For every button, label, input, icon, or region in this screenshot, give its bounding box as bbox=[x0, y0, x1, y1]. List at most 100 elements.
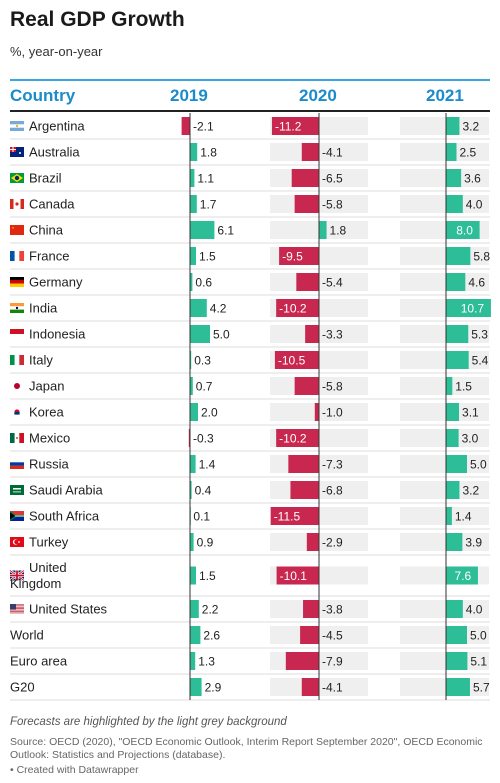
value-label-2021-brazil: 3.6 bbox=[464, 172, 481, 186]
bar-2021-germany bbox=[446, 273, 466, 291]
value-label-2019-g20: 2.9 bbox=[205, 681, 222, 695]
value-label-2019-turkey: 0.9 bbox=[197, 536, 214, 550]
bar-2020-australia bbox=[301, 143, 319, 161]
value-label-2019-united-states: 2.2 bbox=[202, 603, 219, 617]
bar-2020-euro-area bbox=[285, 652, 319, 670]
value-label-2019-united-kingdom: 1.5 bbox=[199, 569, 216, 583]
bar-2021-brazil bbox=[446, 169, 462, 187]
value-label-2019-germany: 0.6 bbox=[195, 276, 212, 290]
value-label-2019-euro-area: 1.3 bbox=[198, 655, 215, 669]
germany-flag-icon bbox=[10, 277, 24, 287]
country-label-korea: Korea bbox=[29, 405, 64, 420]
forecast-cell-bg bbox=[400, 533, 489, 551]
value-label-2021-saudi-arabia: 3.2 bbox=[462, 484, 479, 498]
turkey-flag-icon bbox=[10, 537, 24, 547]
value-label-2019-japan: 0.7 bbox=[196, 380, 213, 394]
country-label-russia: Russia bbox=[29, 457, 70, 472]
country-label-euro-area: Euro area bbox=[10, 654, 68, 669]
forecast-cell-bg bbox=[400, 195, 489, 213]
value-label-2020-japan: -5.8 bbox=[322, 380, 343, 394]
bar-2019-germany bbox=[190, 273, 193, 291]
value-label-2020-g20: -4.1 bbox=[322, 681, 343, 695]
bar-2019-france bbox=[190, 247, 196, 265]
united-states-flag-icon bbox=[10, 604, 24, 614]
bar-2019-brazil bbox=[190, 169, 195, 187]
chart-title: Real GDP Growth bbox=[10, 8, 185, 31]
bar-2020-canada bbox=[294, 195, 319, 213]
country-label-japan: Japan bbox=[29, 379, 64, 394]
value-label-2019-italy: 0.3 bbox=[194, 354, 211, 368]
bar-2021-france bbox=[446, 247, 471, 265]
south-africa-flag-icon bbox=[10, 511, 24, 521]
bar-2020-brazil bbox=[291, 169, 319, 187]
bar-2021-india bbox=[446, 299, 491, 317]
bar-2020-united-kingdom bbox=[276, 566, 319, 585]
bar-2020-china bbox=[319, 221, 327, 239]
country-label-south-africa: South Africa bbox=[29, 509, 100, 524]
value-label-2019-china: 6.1 bbox=[217, 224, 234, 238]
bar-2019-world bbox=[190, 626, 201, 644]
bar-2021-australia bbox=[446, 143, 457, 161]
value-label-2019-russia: 1.4 bbox=[199, 458, 216, 472]
bar-2019-g20 bbox=[190, 678, 202, 696]
bar-2021-united-kingdom bbox=[446, 566, 478, 585]
header-country: Country bbox=[10, 86, 76, 105]
bar-2021-canada bbox=[446, 195, 463, 213]
value-label-2021-korea: 3.1 bbox=[462, 406, 479, 420]
france-flag-icon bbox=[10, 251, 24, 261]
bar-2019-japan bbox=[190, 377, 193, 395]
bar-2019-euro-area bbox=[190, 652, 196, 670]
value-label-2021-world: 5.0 bbox=[470, 629, 487, 643]
value-label-2019-mexico: -0.3 bbox=[193, 432, 214, 446]
country-label-united-states: United States bbox=[29, 602, 108, 617]
bar-2019-saudi-arabia bbox=[190, 481, 192, 499]
value-label-2021-g20: 5.7 bbox=[473, 681, 490, 695]
bar-2021-russia bbox=[446, 455, 467, 473]
saudi-arabia-flag-icon bbox=[10, 485, 24, 495]
bar-2020-japan bbox=[294, 377, 319, 395]
value-label-2021-argentina: 3.2 bbox=[462, 120, 479, 134]
japan-flag-icon bbox=[10, 381, 24, 391]
header-2019: 2019 bbox=[170, 86, 208, 105]
value-label-2020-united-states: -3.8 bbox=[322, 603, 343, 617]
header-2020: 2020 bbox=[299, 86, 337, 105]
korea-flag-icon bbox=[10, 407, 24, 417]
india-flag-icon bbox=[10, 303, 24, 313]
bar-2019-united-states bbox=[190, 600, 199, 618]
country-label-turkey: Turkey bbox=[29, 535, 69, 550]
value-label-2020-argentina: -11.2 bbox=[275, 120, 302, 134]
source-note: Source: OECD (2020), "OECD Economic Outl… bbox=[10, 736, 483, 761]
australia-flag-icon bbox=[10, 147, 24, 157]
bar-2021-china bbox=[446, 221, 480, 239]
country-label-germany: Germany bbox=[29, 275, 83, 290]
indonesia-flag-icon bbox=[10, 329, 24, 339]
united-kingdom-flag-icon bbox=[9, 569, 25, 582]
bar-2020-france bbox=[279, 247, 319, 265]
country-label-g20: G20 bbox=[10, 680, 35, 695]
bar-2019-italy bbox=[190, 351, 192, 369]
china-flag-icon bbox=[10, 225, 24, 235]
country-label-france: France bbox=[29, 249, 69, 264]
bar-2020-indonesia bbox=[305, 325, 319, 343]
value-label-2020-euro-area: -7.9 bbox=[322, 655, 343, 669]
value-label-2020-china: 1.8 bbox=[330, 224, 347, 238]
forecast-cell-bg bbox=[400, 600, 489, 618]
value-label-2020-russia: -7.3 bbox=[322, 458, 343, 472]
value-label-2021-mexico: 3.0 bbox=[462, 432, 479, 446]
bar-2019-korea bbox=[190, 403, 198, 421]
bar-2019-india bbox=[190, 299, 207, 317]
bar-2020-turkey bbox=[306, 533, 319, 551]
value-label-2020-mexico: -10.2 bbox=[279, 432, 307, 446]
bar-2019-australia bbox=[190, 143, 198, 161]
value-label-2021-italy: 5.4 bbox=[472, 354, 489, 368]
bar-2020-italy bbox=[274, 351, 319, 369]
header-2021: 2021 bbox=[426, 86, 464, 105]
top-rule bbox=[10, 79, 490, 81]
forecast-note: Forecasts are highlighted by the light g… bbox=[10, 716, 287, 728]
forecast-cell-bg bbox=[400, 273, 489, 291]
credit-note: • Created with Datawrapper bbox=[10, 764, 139, 776]
bar-2021-saudi-arabia bbox=[446, 481, 460, 499]
forecast-cell-bg bbox=[400, 481, 489, 499]
canada-flag-icon bbox=[10, 199, 24, 209]
value-label-2021-canada: 4.0 bbox=[466, 198, 483, 212]
